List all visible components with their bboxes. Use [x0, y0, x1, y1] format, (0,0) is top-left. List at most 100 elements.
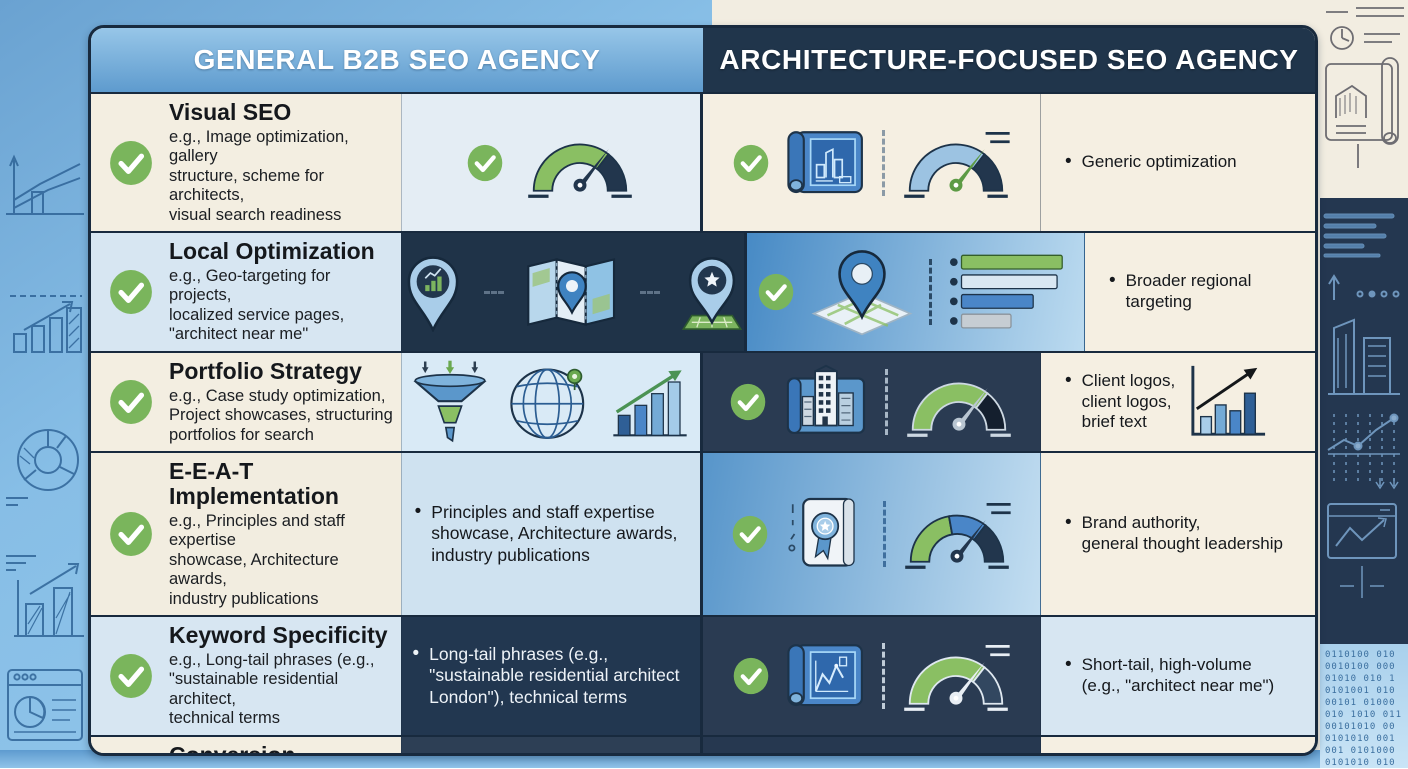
- bullet-dot: •: [1109, 270, 1116, 292]
- general-agency-cell: [401, 94, 703, 232]
- bar-growth-icon: [613, 370, 687, 437]
- table-row-eeat-implementation: E-E-A-T Implementation e.g., Principles …: [91, 451, 1315, 616]
- check-icon: [732, 144, 770, 182]
- binary-text: 0110100 010 0010100 000 01010 010 1 0101…: [1325, 650, 1403, 768]
- general-agency-cell: • Principles and staff expertise showcas…: [401, 453, 703, 616]
- note-cell: • Broader regional targeting: [1085, 233, 1315, 351]
- criterion-title: E-E-A-T Implementation: [169, 458, 339, 509]
- map-pin-icon: [810, 250, 913, 336]
- general-agency-cell: [401, 352, 703, 452]
- architecture-agency-cell: [703, 617, 1041, 735]
- check-icon: [108, 379, 154, 425]
- note-text: Brand authority, general thought leaders…: [1081, 513, 1283, 554]
- gauge-icon: [900, 126, 1012, 200]
- bullet-dot: •: [1065, 512, 1072, 534]
- check-icon: [108, 511, 154, 557]
- bullet-dot: •: [414, 501, 422, 523]
- criterion-cell: Local Optimization e.g., Geo-targeting f…: [91, 233, 401, 351]
- criterion-description: e.g., Principles and staff expertise sho…: [169, 511, 345, 608]
- folded-map-pin-icon: [527, 258, 616, 326]
- criterion-title: Portfolio Strategy: [169, 357, 362, 384]
- note-text: Broader regional targeting: [1125, 271, 1252, 312]
- bullet-dot: •: [1065, 369, 1072, 391]
- general-agency-cell: • High-value leads (consultations, RFP r…: [401, 736, 703, 753]
- criterion-title: Visual SEO: [169, 99, 292, 125]
- blueprint-chart-icon: [785, 640, 867, 712]
- certificate-icon: [787, 498, 855, 567]
- note-text: Generic optimization: [1081, 152, 1237, 172]
- dash-connector: [640, 290, 660, 294]
- left-margin-chart-sketches: [6, 154, 84, 741]
- architecture-agency-cell: [703, 736, 1041, 753]
- globe-pin-icon: [510, 368, 585, 439]
- comparison-table: GENERAL B2B SEO AGENCY ARCHITECTURE-FOCU…: [88, 25, 1318, 756]
- table-header: GENERAL B2B SEO AGENCY ARCHITECTURE-FOCU…: [91, 28, 1315, 92]
- note-cell: • Client logos, client logos, brief text: [1041, 352, 1315, 452]
- table-row-portfolio-strategy: Portfolio Strategy e.g., Case study opti…: [91, 350, 1315, 452]
- dash-connector: [484, 290, 504, 294]
- check-icon: [732, 657, 770, 695]
- dashed-divider: [928, 259, 932, 326]
- architecture-agency-cell: [703, 453, 1041, 616]
- blueprint-chart-icon: [785, 127, 867, 199]
- column-header-architecture-agency: ARCHITECTURE-FOCUSED SEO AGENCY: [703, 28, 1315, 92]
- gauge-icon: [901, 497, 1013, 571]
- table-row-conversion-tracking: Conversion Tracking e.g., High-value lea…: [91, 734, 1315, 756]
- check-icon: [729, 383, 767, 421]
- bar-growth-arrow-icon: [1191, 365, 1266, 436]
- dashed-divider: [882, 501, 886, 568]
- note-cell: • Generic optimization: [1041, 94, 1315, 232]
- right-margin-binary-panel: 0110100 010 0010100 000 01010 010 1 0101…: [1320, 644, 1408, 768]
- right-margin-top-sketches: [1320, 0, 1408, 198]
- table-row-keyword-specificity: Keyword Specificity e.g., Long-tail phra…: [91, 615, 1315, 735]
- note-cell: • Broad leads (whitepaper downloads, gen…: [1041, 736, 1315, 753]
- note-text: Principles and staff expertise showcase,…: [431, 502, 678, 565]
- criterion-title: Local Optimization: [169, 238, 375, 265]
- building-blueprint-icon: [786, 364, 865, 434]
- criterion-cell: E-E-A-T Implementation e.g., Principles …: [91, 453, 401, 616]
- criterion-description: e.g., Image optimization, gallery struct…: [169, 127, 349, 224]
- criterion-title: Conversion Tracking: [169, 741, 296, 756]
- check-icon: [108, 653, 154, 699]
- check-icon: [757, 273, 795, 311]
- dashed-divider: [884, 368, 888, 435]
- pin-analytics-icon: [407, 256, 459, 333]
- general-agency-cell: [401, 233, 747, 351]
- criterion-cell: Portfolio Strategy e.g., Case study opti…: [91, 352, 401, 452]
- gauge-icon: [903, 365, 1015, 439]
- check-icon: [466, 144, 504, 182]
- general-agency-cell: • Long-tail phrases (e.g., "sustainable …: [401, 617, 703, 735]
- bullet-dot: •: [1065, 151, 1072, 173]
- table-row-visual-seo: Visual SEO e.g., Image optimization, gal…: [91, 92, 1315, 232]
- right-margin-navy-sketches: [1320, 198, 1408, 644]
- note-text: Short-tail, high-volume (e.g., "architec…: [1081, 655, 1275, 695]
- table-row-local-optimization: Local Optimization e.g., Geo-targeting f…: [91, 231, 1315, 351]
- criterion-cell: Conversion Tracking e.g., High-value lea…: [91, 736, 401, 756]
- pin-star-icon: [681, 257, 743, 330]
- keyword-list-icon: [949, 254, 1063, 329]
- note-text: Client logos, client logos, brief text: [1081, 370, 1176, 432]
- check-icon: [108, 140, 154, 186]
- column-header-general-agency: GENERAL B2B SEO AGENCY: [91, 28, 703, 92]
- gauge-icon: [524, 126, 636, 200]
- bullet-dot: •: [1065, 654, 1072, 676]
- criterion-cell: Keyword Specificity e.g., Long-tail phra…: [91, 617, 401, 735]
- criterion-description: e.g., Geo-targeting for projects, locali…: [169, 267, 345, 344]
- dashed-divider: [881, 642, 885, 709]
- criterion-title: Keyword Specificity: [169, 622, 388, 649]
- funnel-icon: [413, 360, 487, 443]
- note-text: Long-tail phrases (e.g., "sustainable re…: [429, 643, 680, 707]
- architecture-agency-cell: [703, 94, 1041, 232]
- note-cell: • Short-tail, high-volume (e.g., "archit…: [1041, 617, 1315, 735]
- gauge-icon: [900, 639, 1012, 713]
- dashed-divider: [881, 129, 885, 196]
- criterion-description: e.g., Case study optimization, Project s…: [169, 386, 393, 444]
- criterion-description: e.g., Long-tail phrases (e.g., "sustaina…: [169, 650, 375, 728]
- architecture-agency-cell: [747, 233, 1085, 351]
- architecture-agency-cell: [703, 352, 1041, 452]
- note-cell: • Brand authority, general thought leade…: [1041, 453, 1315, 616]
- check-icon: [731, 515, 769, 553]
- check-icon: [108, 269, 154, 315]
- criterion-cell: Visual SEO e.g., Image optimization, gal…: [91, 94, 401, 232]
